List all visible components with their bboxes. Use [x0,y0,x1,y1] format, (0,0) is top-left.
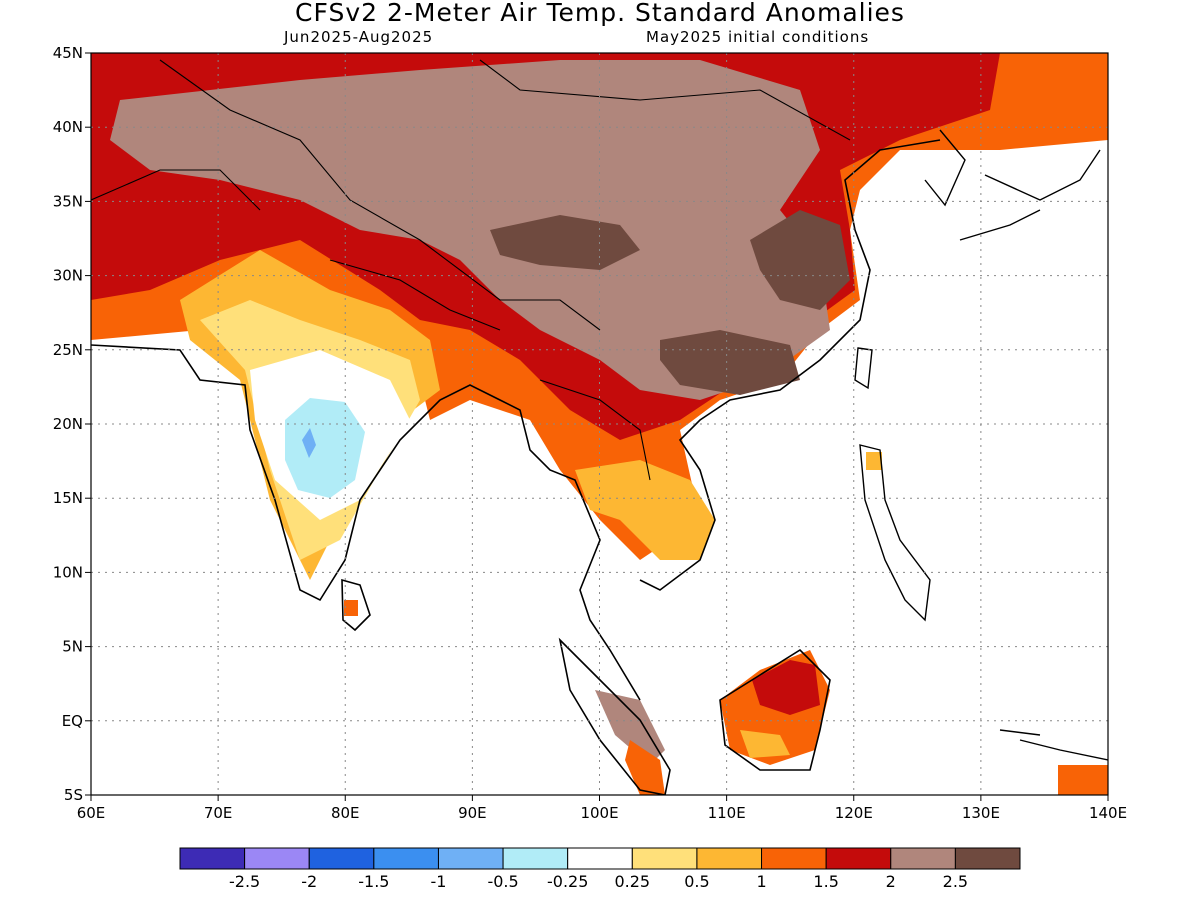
colorbar-label: -0.25 [547,872,588,891]
colorbar-swatch [502,847,569,870]
anomaly-field-2.5plus-east [750,210,850,310]
lat-label: 20N [53,415,83,433]
colorbar-swatch [567,847,633,870]
lon-label: 140E [1089,804,1127,822]
colorbar-swatch [761,847,827,870]
coastline-india [91,344,641,701]
colorbar-label: 0.5 [684,872,709,891]
chart-title: CFSv2 2-Meter Air Temp. Standard Anomali… [295,0,905,27]
colorbar-label: 1 [756,872,766,891]
colorbar-label: -1.5 [358,872,389,891]
latitude-labels: 45N 40N 35N 30N 25N 20N 15N 10N 5N EQ 5S [53,44,91,804]
colorbar-swatch [437,847,504,870]
coastline-srilanka [341,578,371,632]
colorbar-label: 2.5 [943,872,968,891]
lat-label: 30N [53,267,83,285]
anomaly-field-neg0.5 [302,428,316,458]
lat-label: EQ [62,712,83,730]
colorbar: -2.5 -2 -1.5 -1 -0.5 -0.25 0.25 0.5 1 1.5 2 2.5 [179,847,1021,891]
longitude-labels: 60E 70E 80E 90E 100E 110E 120E 130E 140E [77,795,1127,822]
anomaly-field-borneo-core [752,660,820,715]
forecast-period: Jun2025-Aug2025 [284,28,434,46]
colorbar-swatch [696,847,763,870]
coastline-borneo [719,648,831,771]
anomaly-field-sumatra-south [625,740,665,795]
lat-lon-gridlines [91,53,1108,795]
colorbar-swatch [308,847,375,870]
coastline-korea-japan [924,129,1101,241]
anomaly-field-borneo-south [740,730,790,758]
country-borders [91,59,851,481]
lat-label: 5S [64,786,83,804]
colorbar-swatch [954,847,1021,870]
anomaly-field-srilanka [344,600,358,616]
colorbar-label: -2 [301,872,317,891]
lon-label: 80E [331,804,360,822]
lon-label: 60E [77,804,106,822]
anomaly-field-2.5plus-south [660,330,800,395]
coastline-indochina [639,139,941,591]
coastline-taiwan [854,347,873,390]
anomaly-field-indochina [575,460,715,560]
colorbar-label: 1.5 [813,872,838,891]
initial-conditions: May2025 initial conditions [646,28,870,46]
lat-label: 15N [53,489,83,507]
anomaly-field-2.5plus-central [490,215,640,270]
colorbar-swatch [825,847,892,870]
anomaly-field-2to2.5 [110,60,830,400]
colorbar-swatch [631,847,698,870]
coastline-newguinea [999,729,1108,761]
lon-label: 110E [708,804,746,822]
plot-area [91,53,1108,795]
lat-label: 25N [53,341,83,359]
colorbar-swatch [244,847,310,870]
lon-label: 130E [962,804,1000,822]
colorbar-label: -1 [430,872,446,891]
lat-label: 5N [62,638,83,656]
lat-label: 35N [53,192,83,210]
coastline-philippines [859,444,931,622]
colorbar-swatch [890,847,956,870]
coastline-sumatra [558,637,671,795]
lon-label: 70E [204,804,233,822]
colorbar-swatch [373,847,439,870]
lat-label: 40N [53,118,83,136]
colorbar-swatch [179,847,246,870]
colorbar-label: 0.25 [614,872,650,891]
lat-label: 10N [53,563,83,581]
anomaly-field-sumatra [595,690,665,765]
lon-label: 120E [835,804,873,822]
lon-label: 90E [458,804,487,822]
lon-label: 100E [580,804,618,822]
anomaly-field-philippines [866,452,882,470]
colorbar-label: 2 [886,872,896,891]
lat-label: 45N [53,44,83,62]
colorbar-label: -0.5 [487,872,518,891]
colorbar-label: -2.5 [229,872,260,891]
anomaly-field-newguinea [1058,765,1108,795]
